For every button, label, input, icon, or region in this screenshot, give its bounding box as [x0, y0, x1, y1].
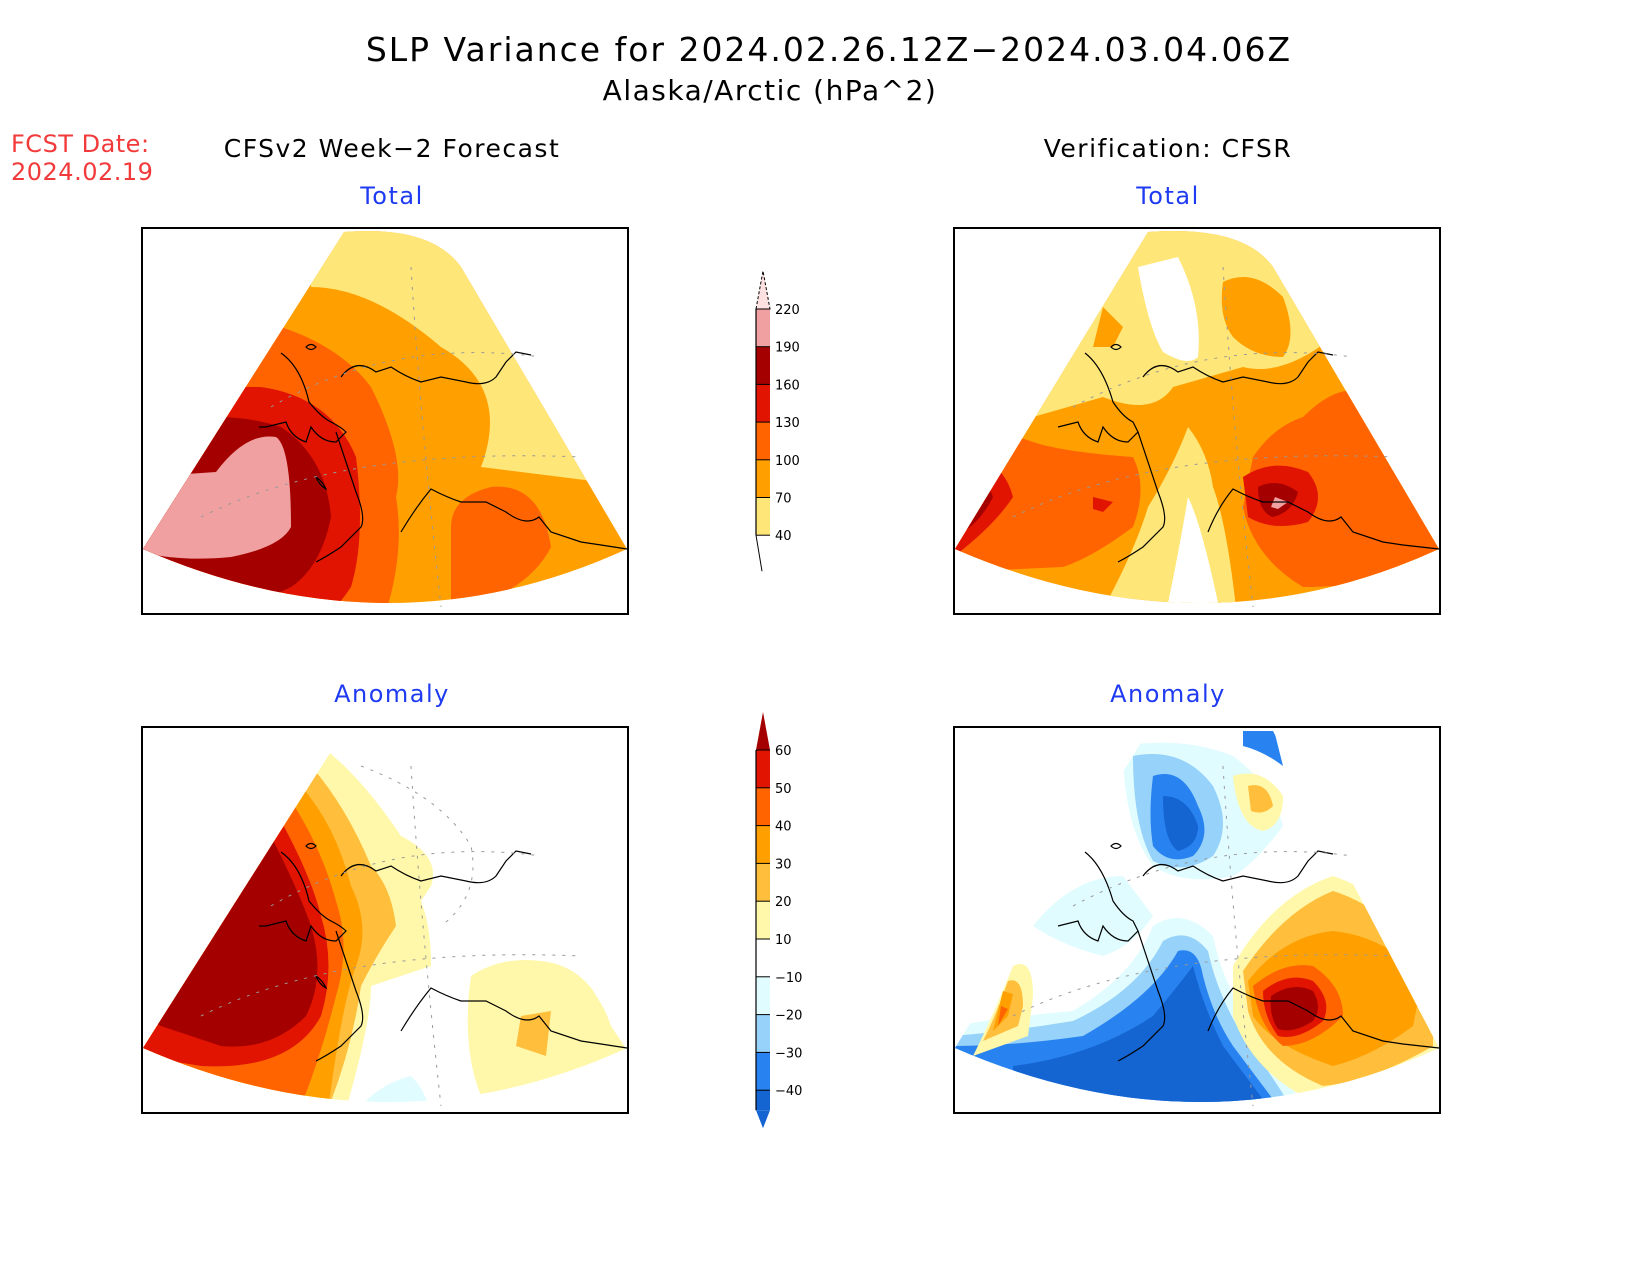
- colorbar-segment: [756, 750, 770, 788]
- contour-fill-below-40: [1138, 257, 1199, 361]
- contour-fill-above-60: [1270, 987, 1318, 1031]
- grid-lines: [1012, 765, 1394, 1107]
- colorbar-tick-label: 190: [775, 341, 800, 356]
- chart-subtitle: Alaska/Arctic (hPa^2): [0, 74, 1650, 107]
- colorbar-tick-label: 30: [775, 857, 792, 872]
- colorbar-total: 220 190 160 130 100 70 40: [755, 270, 800, 572]
- contour-fill-130-160: [1093, 497, 1113, 512]
- colorbar-tick-label: 10: [775, 933, 792, 948]
- colorbar-tick-label: −10: [775, 971, 802, 986]
- colorbar-segment: [756, 787, 770, 826]
- colorbar-segment: [756, 309, 770, 347]
- colorbar-tick-label: −40: [775, 1084, 802, 1099]
- colorbar-segment: [756, 825, 770, 864]
- contour-fill-above-60: [143, 730, 318, 1047]
- colorbar-segment: [756, 976, 770, 1015]
- colorbar-segment: [756, 384, 770, 423]
- colorbar-tick-label: 130: [775, 416, 800, 431]
- panel-label-forecast-anomaly: Anomaly: [334, 680, 450, 708]
- chart-title: SLP Variance for 2024.02.26.12Z−2024.03.…: [0, 30, 1650, 69]
- contour-fill-20-30: [516, 1011, 551, 1056]
- map-forecast-anomaly: [141, 726, 629, 1114]
- colorbar-segment: [756, 863, 770, 902]
- colorbar-tick-label: 70: [775, 492, 792, 507]
- colorbar-segment: [756, 1052, 770, 1091]
- map-frame: [953, 227, 1441, 615]
- colorbar-segment: [756, 901, 770, 939]
- map-verification-total: [953, 227, 1441, 615]
- contour-fill-40-50: [998, 1006, 1008, 1026]
- colorbar-top-arrow: [756, 712, 770, 750]
- contour-fill-20-30: [1248, 785, 1273, 813]
- colorbar-tick-label: −20: [775, 1009, 802, 1024]
- colorbar-segment: [756, 497, 770, 536]
- contour-fill-70-100: [1093, 307, 1123, 347]
- colorbar-segment: [756, 1014, 770, 1053]
- colorbar-tick-label: 50: [775, 782, 792, 797]
- map-frame: [953, 726, 1441, 1114]
- map-frame: [141, 227, 629, 615]
- colorbar-segment: [756, 1090, 770, 1111]
- coastline: [259, 343, 628, 563]
- contour-fill-190-220: [143, 436, 291, 559]
- chart-subtitle-text: Alaska/Arctic (hPa^2): [602, 74, 938, 107]
- colorbar-tick-label: −30: [775, 1046, 802, 1061]
- contour-fill-190-220: [1271, 497, 1288, 509]
- colorbar-tick-label: 220: [775, 303, 800, 318]
- contour-fill-below-minus40: [1163, 796, 1198, 851]
- contour-fill-below-minus40: [1013, 966, 1283, 1102]
- colorbar-anomaly: 60 50 40 30 20 10 −10 −20 −30 −40: [755, 712, 802, 1129]
- colorbar-segment: [756, 422, 770, 460]
- panel-label-verification-total: Total: [1136, 182, 1200, 210]
- contour-fill-70-100: [1221, 277, 1291, 357]
- contour-fill-minus10-minus20: [1033, 876, 1153, 956]
- colorbar-tick-label: 20: [775, 895, 792, 910]
- panel-label-forecast-total: Total: [360, 182, 424, 210]
- forecast-date-value: 2024.02.19: [11, 158, 154, 186]
- map-verification-anomaly: [953, 726, 1441, 1114]
- colorbar-segment: [756, 346, 770, 385]
- colorbar-segment: [756, 459, 770, 498]
- contour-fill-minus10-minus20: [351, 1076, 431, 1102]
- contour-fill-minus30-minus40: [1243, 731, 1283, 766]
- colorbar-top-arrow: [755, 270, 771, 310]
- colorbar-tick-label: 40: [775, 529, 792, 544]
- grid-lines: [200, 266, 582, 608]
- coastline: [1057, 343, 1440, 563]
- colorbar-tick-label: 160: [775, 378, 800, 393]
- colorbar-tail: [755, 535, 763, 572]
- contour-fill-below-40: [1163, 497, 1223, 603]
- contour-fill-190-220: [981, 477, 988, 492]
- colorbar-tick-label: 100: [775, 454, 800, 469]
- column-title-forecast: CFSv2 Week−2 Forecast: [223, 134, 561, 163]
- chart-title-text: SLP Variance for 2024.02.26.12Z−2024.03.…: [365, 30, 1293, 69]
- coastline: [259, 842, 628, 1062]
- colorbar-tick-label: 60: [775, 744, 792, 759]
- forecast-date-label: FCST Date:: [11, 130, 150, 158]
- coastline: [1057, 842, 1440, 1062]
- column-title-verification: Verification: CFSR: [1043, 134, 1293, 163]
- contour-fill-100-130: [451, 486, 551, 603]
- colorbar-tick-label: 40: [775, 820, 792, 835]
- map-frame: [141, 726, 629, 1114]
- colorbar-segment: [756, 939, 770, 977]
- map-forecast-total: [141, 227, 629, 615]
- colorbar-bottom-arrow: [756, 1110, 770, 1129]
- panel-label-verification-anomaly: Anomaly: [1110, 680, 1226, 708]
- grid-lines: [1012, 266, 1394, 608]
- grid-lines: [200, 765, 582, 1107]
